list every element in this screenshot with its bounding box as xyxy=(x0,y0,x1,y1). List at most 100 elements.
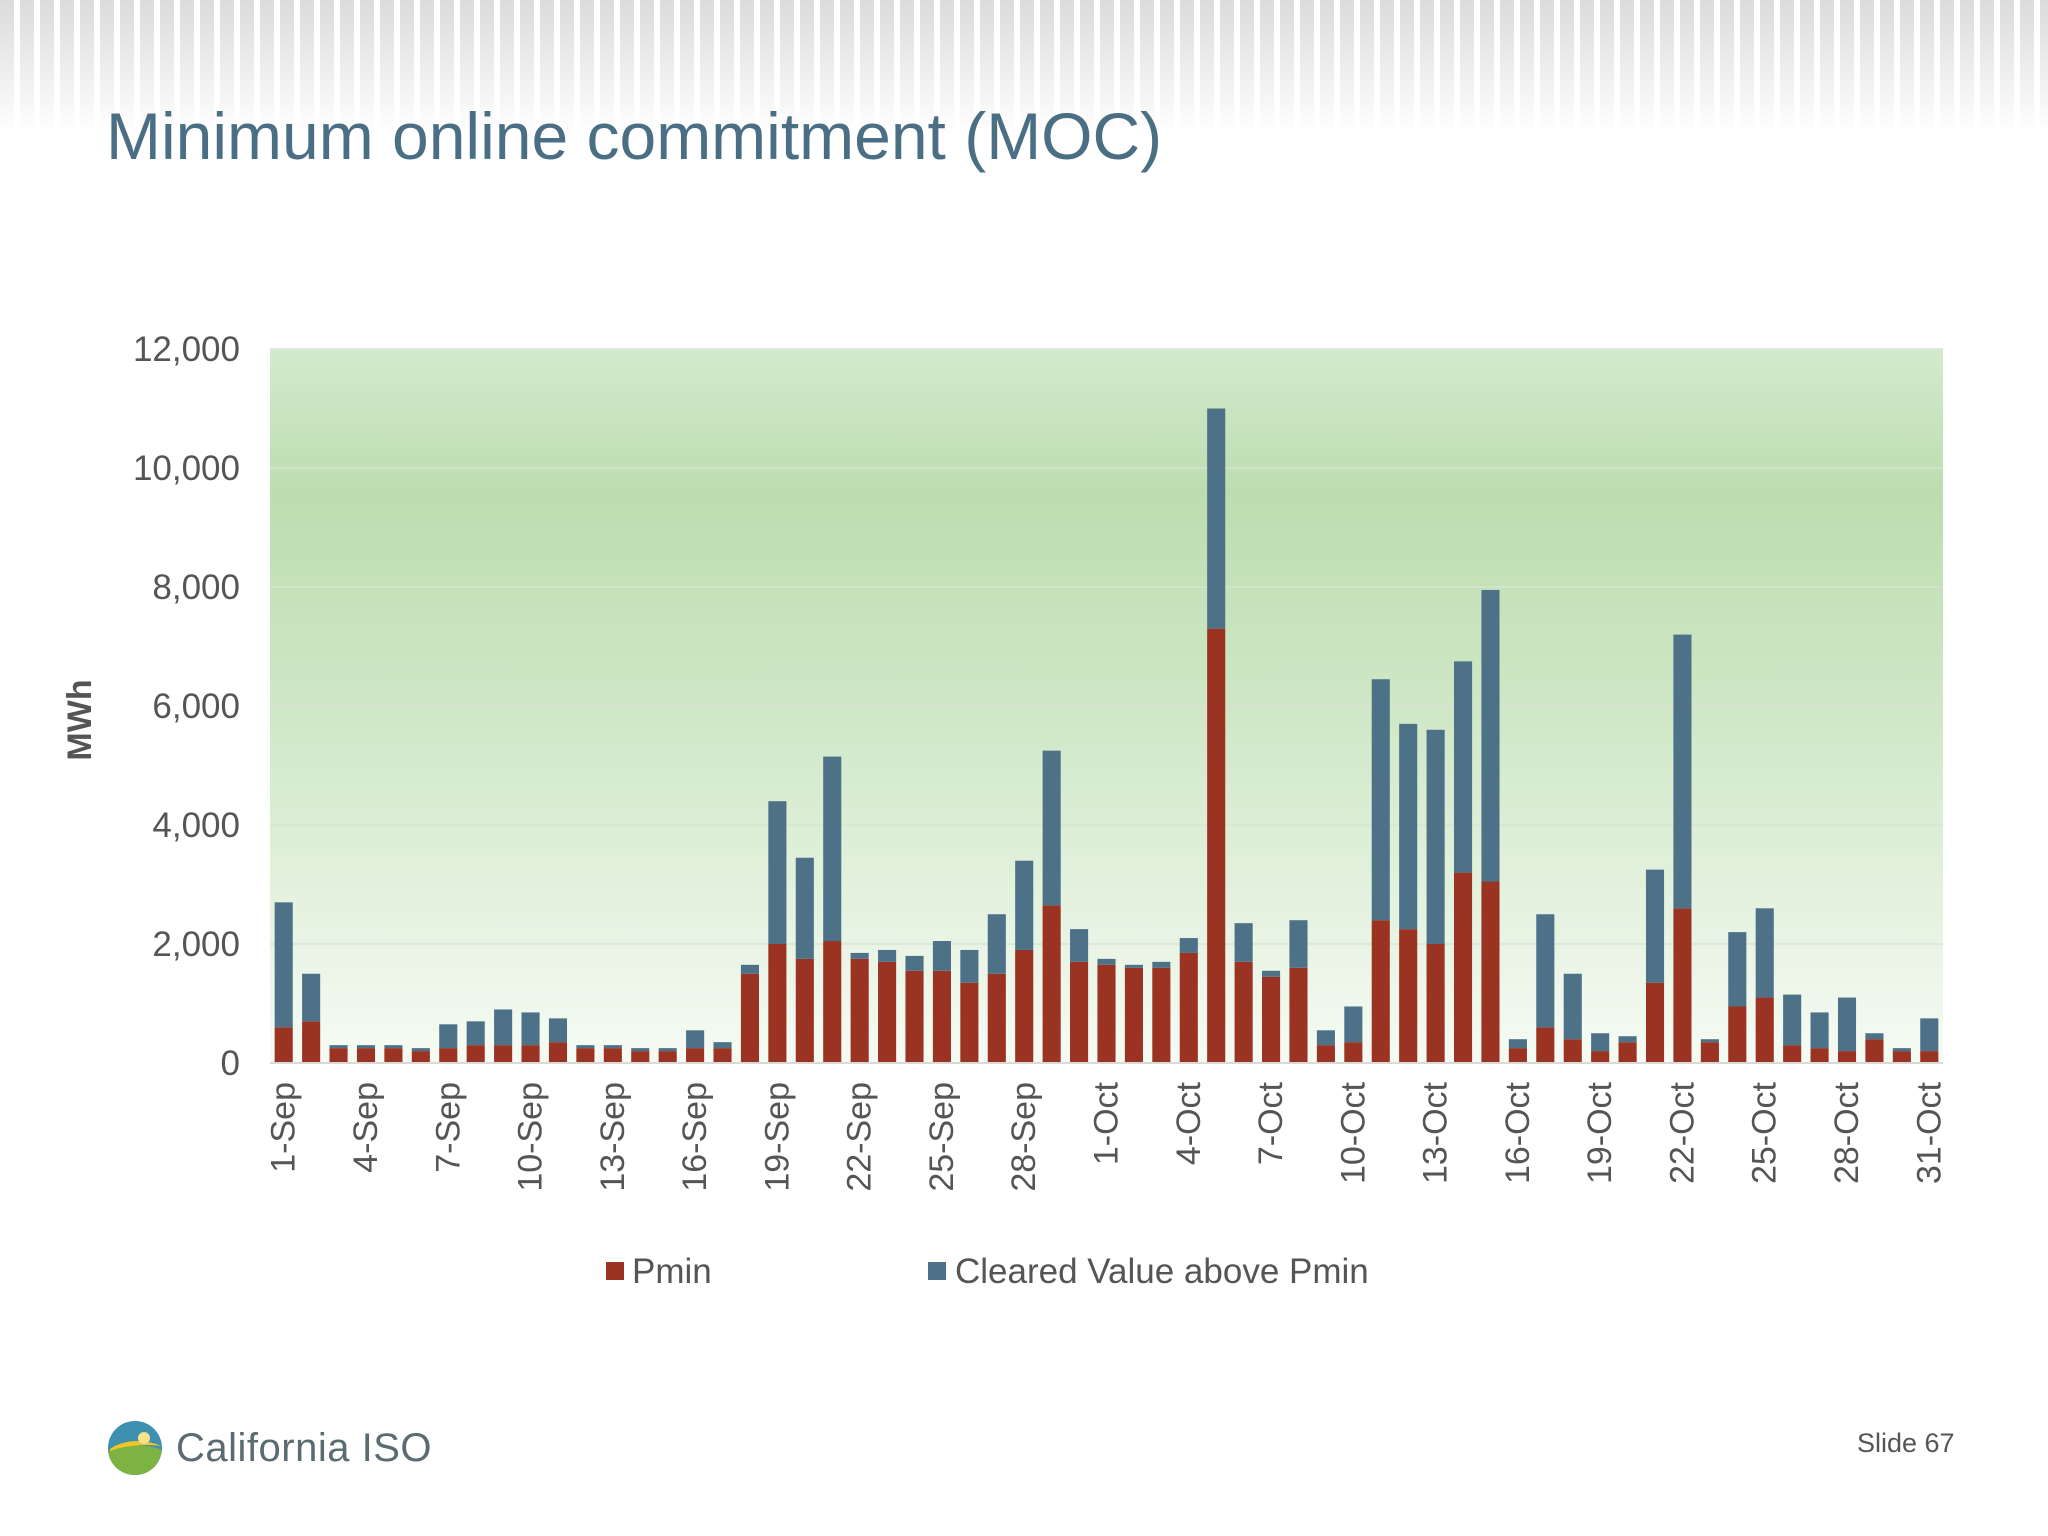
bar-pmin xyxy=(768,944,787,1063)
bar-cleared-value xyxy=(1783,994,1802,1046)
bar-cleared-value xyxy=(494,1009,513,1046)
x-tick-label: 19-Sep xyxy=(758,1082,796,1192)
bar-pmin xyxy=(1453,872,1473,1063)
x-tick-label: 7-Oct xyxy=(1252,1081,1290,1165)
bar-cleared-value xyxy=(1070,929,1089,962)
x-tick-label: 16-Oct xyxy=(1499,1081,1537,1184)
slide-number: Slide 67 xyxy=(1857,1428,1955,1458)
legend-label-cleared-value: Cleared Value above Pmin xyxy=(955,1252,1369,1291)
bar-cleared-value xyxy=(1645,869,1665,983)
y-tick-labels: 0 2,000 4,000 6,000 8,000 10,000 12,000 xyxy=(133,330,240,1083)
bar-pmin xyxy=(1179,952,1198,1063)
bar-cleared-value xyxy=(1234,923,1253,962)
bar-pmin xyxy=(576,1048,595,1064)
bar-cleared-value xyxy=(411,1048,430,1052)
bar-cleared-value xyxy=(603,1045,622,1049)
bar-cleared-value xyxy=(850,952,869,959)
bar-pmin xyxy=(1591,1051,1610,1063)
y-tick-label: 6,000 xyxy=(152,687,240,726)
bar-cleared-value xyxy=(1865,1033,1884,1040)
bar-cleared-value xyxy=(878,949,897,962)
bar-cleared-value xyxy=(960,949,979,983)
x-tick-label: 1-Oct xyxy=(1088,1081,1126,1165)
bar-cleared-value xyxy=(439,1024,458,1049)
bar-cleared-value xyxy=(1207,408,1226,629)
bar-cleared-value xyxy=(1042,750,1061,906)
bar-pmin xyxy=(411,1051,430,1063)
bar-cleared-value xyxy=(1124,964,1143,968)
bar-pmin xyxy=(521,1045,540,1063)
x-tick-label: 25-Sep xyxy=(923,1082,961,1192)
bar-cleared-value xyxy=(1536,914,1555,1028)
bar-pmin xyxy=(960,982,979,1063)
bar-cleared-value xyxy=(795,857,814,959)
legend-swatch-pmin xyxy=(606,1262,624,1280)
bar-pmin xyxy=(1262,976,1281,1063)
x-tick-label: 4-Sep xyxy=(347,1082,385,1173)
bar-pmin xyxy=(274,1027,293,1063)
bar-pmin xyxy=(1892,1051,1911,1063)
bar-pmin xyxy=(1837,1051,1857,1063)
bar-cleared-value xyxy=(1810,1012,1829,1049)
bar-cleared-value xyxy=(1453,661,1473,873)
bar-cleared-value xyxy=(1700,1039,1719,1043)
y-tick-label: 2,000 xyxy=(152,925,240,964)
bar-cleared-value xyxy=(1508,1039,1527,1049)
bar-cleared-value xyxy=(1481,589,1500,882)
bar-pmin xyxy=(1289,967,1308,1063)
bar-pmin xyxy=(1865,1039,1884,1063)
bar-pmin xyxy=(1344,1042,1363,1063)
bar-pmin xyxy=(987,973,1006,1063)
bar-pmin xyxy=(905,970,924,1063)
bar-pmin xyxy=(1645,982,1665,1063)
bar-pmin xyxy=(1481,881,1500,1063)
bar-pmin xyxy=(1920,1051,1939,1063)
bar-cleared-value xyxy=(1344,1006,1363,1043)
bar-pmin xyxy=(1124,967,1143,1063)
bar-pmin xyxy=(1728,1006,1747,1063)
bar-cleared-value xyxy=(823,756,842,942)
y-tick-label: 8,000 xyxy=(152,568,240,607)
bar-pmin xyxy=(1426,944,1445,1063)
x-tick-label: 16-Sep xyxy=(676,1082,714,1192)
bar-pmin xyxy=(466,1045,485,1063)
bar-cleared-value xyxy=(1399,723,1418,930)
bar-pmin xyxy=(1783,1045,1802,1063)
bar-pmin xyxy=(384,1048,403,1064)
legend-label-pmin: Pmin xyxy=(632,1252,712,1291)
bar-cleared-value xyxy=(329,1045,348,1049)
bar-pmin xyxy=(1755,997,1774,1063)
bar-pmin xyxy=(1536,1027,1555,1063)
bar-cleared-value xyxy=(521,1012,540,1046)
bar-pmin xyxy=(603,1048,622,1064)
y-tick-label: 12,000 xyxy=(133,330,240,369)
bar-pmin xyxy=(356,1048,376,1064)
bar-pmin xyxy=(302,1021,321,1063)
bar-cleared-value xyxy=(548,1018,568,1043)
bar-pmin xyxy=(1399,929,1418,1064)
bar-pmin xyxy=(1042,905,1061,1063)
bar-cleared-value xyxy=(1920,1018,1939,1052)
bars xyxy=(274,408,1939,1064)
bar-cleared-value xyxy=(905,955,924,971)
bar-cleared-value xyxy=(1755,908,1774,998)
bar-pmin xyxy=(1015,949,1034,1063)
x-tick-label: 13-Oct xyxy=(1417,1081,1455,1184)
bar-cleared-value xyxy=(1371,679,1390,921)
bar-cleared-value xyxy=(1563,973,1582,1040)
bar-cleared-value xyxy=(658,1048,677,1052)
x-tick-label: 1-Sep xyxy=(265,1082,303,1173)
header-decoration xyxy=(0,0,2048,135)
x-tick-label: 22-Oct xyxy=(1664,1081,1702,1184)
bar-cleared-value xyxy=(1618,1036,1637,1043)
bar-pmin xyxy=(631,1051,650,1063)
bar-pmin xyxy=(1618,1042,1637,1063)
bar-cleared-value xyxy=(1728,932,1747,1007)
bar-cleared-value xyxy=(1179,938,1198,953)
bar-cleared-value xyxy=(1289,920,1308,968)
bar-pmin xyxy=(1673,908,1692,1063)
bar-pmin xyxy=(548,1042,568,1063)
bar-pmin xyxy=(658,1051,677,1063)
x-tick-label: 10-Oct xyxy=(1334,1081,1372,1184)
